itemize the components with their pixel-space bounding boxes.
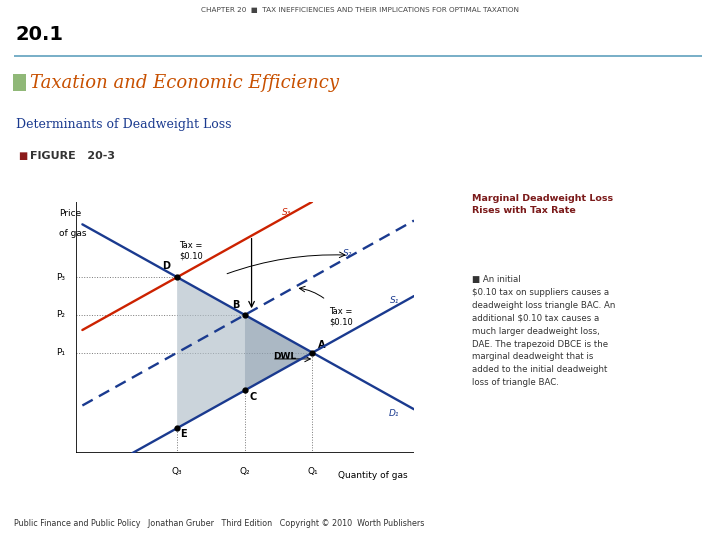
Text: Determinants of Deadweight Loss: Determinants of Deadweight Loss <box>16 118 231 131</box>
Bar <box>13 74 26 91</box>
Text: Taxation and Economic Efficiency: Taxation and Economic Efficiency <box>30 73 339 91</box>
Text: S₃: S₃ <box>282 208 292 217</box>
Text: CHAPTER 20  ■  TAX INEFFICIENCIES AND THEIR IMPLICATIONS FOR OPTIMAL TAXATION: CHAPTER 20 ■ TAX INEFFICIENCIES AND THEI… <box>201 8 519 14</box>
Text: D: D <box>162 261 171 271</box>
Text: DWL: DWL <box>274 352 297 361</box>
Bar <box>14 55 702 57</box>
Text: 20.1: 20.1 <box>16 25 64 44</box>
Text: Quantity of gas: Quantity of gas <box>338 471 408 480</box>
Text: Q₂: Q₂ <box>240 467 250 476</box>
Text: D₁: D₁ <box>389 409 399 417</box>
Text: S₁: S₁ <box>390 296 400 306</box>
Text: E: E <box>181 429 187 440</box>
Text: P₃: P₃ <box>56 273 66 282</box>
Text: ■: ■ <box>18 151 27 160</box>
Text: B: B <box>233 300 240 310</box>
Text: FIGURE   20-3: FIGURE 20-3 <box>30 151 115 160</box>
Text: 10 of 30: 10 of 30 <box>642 518 693 528</box>
Text: Marginal Deadweight Loss
Rises with Tax Rate: Marginal Deadweight Loss Rises with Tax … <box>472 193 613 215</box>
Text: Tax =
$0.10: Tax = $0.10 <box>329 307 353 327</box>
Text: P₁: P₁ <box>56 348 66 357</box>
Text: C: C <box>250 392 257 402</box>
Text: ■ An initial
$0.10 tax on suppliers causes a
deadweight loss triangle BAC. An
ad: ■ An initial $0.10 tax on suppliers caus… <box>472 275 616 387</box>
Text: Price: Price <box>59 209 81 218</box>
Text: Public Finance and Public Policy   Jonathan Gruber   Third Edition   Copyright ©: Public Finance and Public Policy Jonatha… <box>14 518 425 528</box>
Text: A: A <box>318 340 325 350</box>
Text: S₂: S₂ <box>343 249 352 258</box>
Text: Q₃: Q₃ <box>172 467 182 476</box>
Text: P₂: P₂ <box>56 310 66 320</box>
Polygon shape <box>177 277 245 428</box>
Text: Q₁: Q₁ <box>307 467 318 476</box>
Polygon shape <box>245 315 312 390</box>
Text: Tax =
$0.10: Tax = $0.10 <box>179 241 202 261</box>
Text: of gas: of gas <box>59 230 86 238</box>
